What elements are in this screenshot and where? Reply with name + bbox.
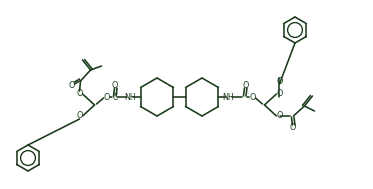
Text: O: O	[112, 81, 118, 90]
Text: NH: NH	[125, 92, 137, 101]
Text: C: C	[113, 92, 118, 101]
Text: O: O	[68, 81, 75, 90]
Text: NH: NH	[223, 92, 234, 101]
Text: O: O	[103, 92, 110, 101]
Text: O: O	[276, 90, 283, 98]
Text: O: O	[276, 112, 283, 121]
Text: O: O	[76, 112, 83, 121]
Text: O: O	[249, 92, 256, 101]
Text: O: O	[242, 81, 249, 90]
Text: O: O	[276, 77, 283, 85]
Text: O: O	[76, 90, 83, 98]
Text: O: O	[289, 123, 296, 132]
